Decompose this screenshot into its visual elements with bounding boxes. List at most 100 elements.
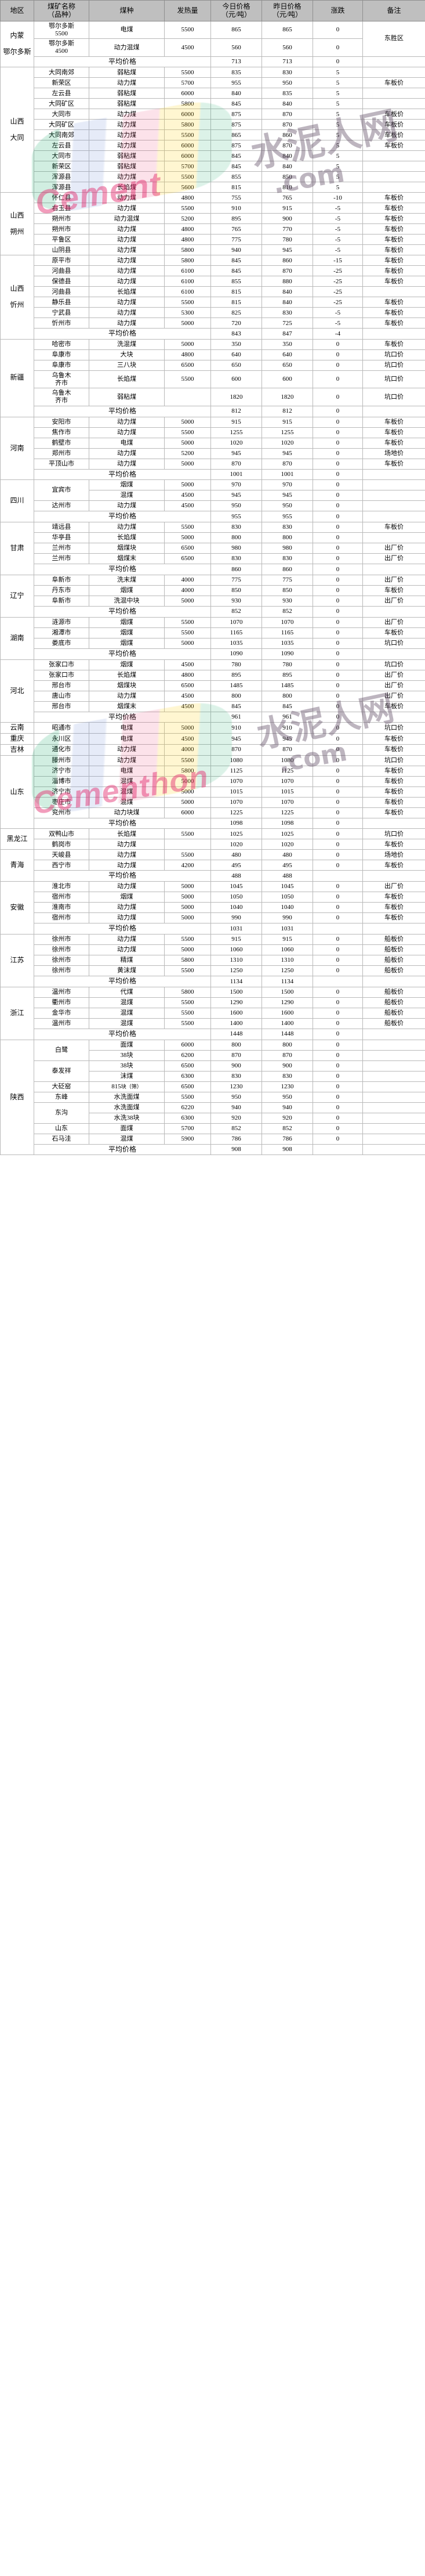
mine-name-cell: 温州市	[34, 1018, 89, 1029]
change-cell: 0	[313, 370, 363, 389]
today-price-cell: 815	[210, 297, 262, 308]
average-today-cell: 843	[210, 328, 262, 340]
change-cell: 0	[313, 1018, 363, 1029]
region-cell: 吉林	[0, 744, 34, 756]
note-cell	[362, 1060, 425, 1071]
today-price-cell: 1165	[210, 627, 262, 638]
table-row: 大同南郊 动力煤 5500 865 860 5 车板价	[1, 129, 425, 141]
yesterday-price-cell: 860	[261, 255, 313, 266]
region-cell: 安徽	[0, 881, 34, 935]
average-change-cell: 0	[313, 605, 363, 618]
yesterday-price-cell: 650	[261, 360, 313, 371]
change-cell: -15	[313, 255, 363, 266]
yesterday-price-cell: 640	[261, 349, 313, 361]
col-header-note-line1: 备注	[387, 6, 401, 15]
average-note-cell	[362, 564, 425, 575]
today-price-cell: 850	[210, 585, 262, 596]
region-cell: 山西 朔州	[0, 192, 34, 256]
today-price-cell: 815	[210, 286, 262, 298]
change-cell: 0	[313, 20, 363, 39]
yesterday-price-cell: 1015	[261, 786, 313, 798]
table-row: 平鲁区 动力煤 4800 775 780 -5 车板价	[1, 234, 425, 246]
note-cell: 车板价	[362, 307, 425, 319]
today-price-cell: 945	[210, 490, 262, 502]
change-cell: 0	[313, 1049, 363, 1061]
mine-name-cell: 张家口市	[34, 669, 89, 681]
change-cell: 0	[313, 1112, 363, 1124]
average-row: 平均价格 1448 1448 0	[1, 1028, 425, 1040]
coal-type-cell: 代煤	[89, 986, 165, 998]
coal-type-cell: 电煤	[89, 437, 165, 449]
mine-name-cell: 徐州市	[34, 944, 89, 956]
mine-name-cell: 邢台市	[34, 701, 89, 712]
heat-value-cell: 6500	[164, 543, 211, 554]
table-row: 朔州市 动力煤 4800 765 770 -5 车板价	[1, 223, 425, 235]
today-price-cell: 1070	[210, 775, 262, 787]
coal-type-cell: 长焰煤	[89, 182, 165, 193]
heat-value-cell: 6500	[164, 553, 211, 565]
region-cell: 河北	[0, 659, 34, 723]
coal-type-cell: 混煤	[89, 1018, 165, 1029]
average-yesterday-cell: 713	[261, 56, 313, 68]
change-cell: 0	[313, 965, 363, 977]
note-cell: 车板价	[362, 339, 425, 351]
region-label-line2: 忻州	[10, 301, 24, 309]
region-cell: 江苏	[0, 934, 34, 987]
average-change-cell	[313, 1143, 363, 1156]
change-cell: 0	[313, 1081, 363, 1092]
heat-value-cell: 5500	[164, 627, 211, 638]
today-price-cell: 875	[210, 109, 262, 120]
table-row: 济宁市 混煤 5000 1015 1015 0 车板价	[1, 786, 425, 798]
region-cell: 辽宁	[0, 574, 34, 618]
yesterday-price-cell: 1290	[261, 997, 313, 1008]
yesterday-price-cell: 870	[261, 1049, 313, 1061]
table-row: 新荣区 动力煤 5700 955 950 5 车板价	[1, 77, 425, 89]
coal-type-cell: 动力煤	[89, 171, 165, 183]
heat-value-cell: 5000	[164, 912, 211, 924]
mine-name-cell: 淮北市	[34, 881, 89, 893]
change-cell: 0	[313, 616, 363, 628]
average-note-cell	[362, 923, 425, 935]
mine-name-cell: 新荣区	[34, 77, 89, 89]
change-cell: 0	[313, 765, 363, 777]
mine-name-cell: 泰发祥	[34, 1060, 89, 1082]
today-price-cell: 1500	[210, 986, 262, 998]
change-cell: 0	[313, 490, 363, 502]
table-row: 达州市 动力煤 4500 950 950 0	[1, 500, 425, 512]
today-price-cell: 855	[210, 276, 262, 287]
today-price-cell: 895	[210, 213, 262, 225]
coal-type-cell: 电煤	[89, 765, 165, 777]
coal-type-cell: 动力煤	[89, 849, 165, 861]
change-cell: 0	[313, 690, 363, 702]
today-price-cell: 940	[210, 1102, 262, 1113]
change-cell: 0	[313, 892, 363, 903]
mine-name-cell: 焦作市	[34, 427, 89, 438]
coal-type-cell: 动力煤	[89, 934, 165, 946]
mine-name-cell: 浑源县	[34, 171, 89, 183]
heat-value-cell: 5000	[164, 786, 211, 798]
yesterday-price-cell: 945	[261, 448, 313, 459]
average-change-cell: 0	[313, 648, 363, 660]
today-price-cell: 1310	[210, 955, 262, 966]
average-today-cell: 852	[210, 605, 262, 618]
average-yesterday-cell: 860	[261, 564, 313, 575]
coal-type-cell: 大块	[89, 349, 165, 361]
today-price-cell: 845	[210, 701, 262, 712]
region-label-line1: 辽宁	[10, 591, 24, 600]
yesterday-price-cell: 1070	[261, 616, 313, 628]
heat-value-cell: 5500	[164, 1091, 211, 1103]
today-price-cell: 870	[210, 458, 262, 470]
heat-value-cell: 5500	[164, 297, 211, 308]
table-row: 吉林 通化市 动力煤 4000 870 870 0 车板价	[0, 744, 425, 756]
today-price-cell: 910	[210, 203, 262, 214]
table-row: 宁武县 动力煤 5300 825 830 -5 车板价	[1, 307, 425, 319]
yesterday-price-cell: 480	[261, 849, 313, 861]
coal-type-cell: 长焰煤	[89, 532, 165, 544]
heat-value-cell: 5500	[164, 522, 211, 533]
average-yesterday-cell: 812	[261, 405, 313, 417]
heat-value-cell: 5500	[164, 67, 211, 78]
change-cell: 5	[313, 109, 363, 120]
today-price-cell: 840	[210, 88, 262, 99]
today-price-cell: 855	[210, 171, 262, 183]
heat-value-cell: 5000	[164, 458, 211, 470]
